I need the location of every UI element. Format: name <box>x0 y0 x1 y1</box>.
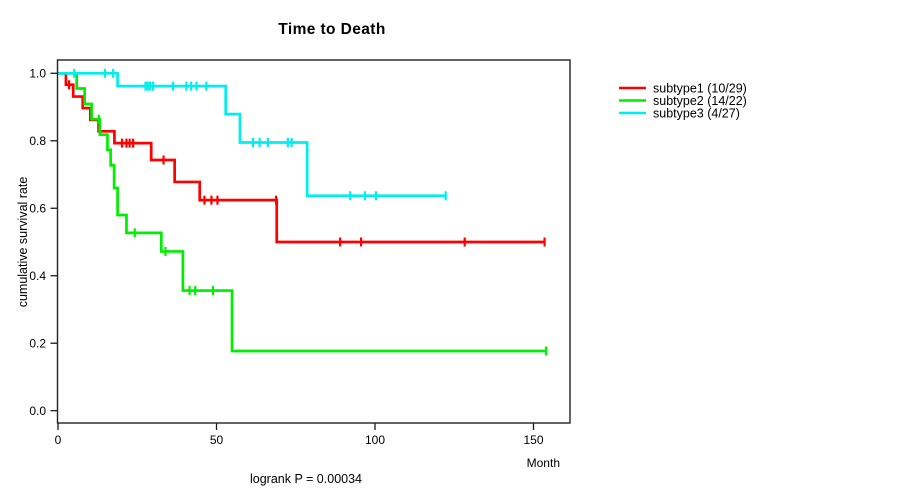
survival-curve-subtype3 <box>58 71 446 198</box>
x-tick-label: 150 <box>523 433 543 447</box>
y-tick-label: 0.0 <box>29 404 46 418</box>
legend-label-subtype2: subtype2 (14/22) <box>653 94 747 108</box>
axes-layer: 0.0 0.2 0.4 0.6 0.8 1.0 0 50 100 150 <box>29 67 544 448</box>
y-tick-label: 0.4 <box>29 269 46 283</box>
y-tick-label: 0.2 <box>29 336 46 350</box>
legend: subtype1 (10/29)subtype2 (14/22)subtype3… <box>619 81 747 120</box>
survival-curve-subtype1 <box>58 71 545 244</box>
y-tick-label: 1.0 <box>29 67 46 81</box>
x-tick-label: 0 <box>55 433 62 447</box>
legend-label-subtype3: subtype3 (4/27) <box>653 106 740 120</box>
x-tick-label: 100 <box>365 433 385 447</box>
chart-title: Time to Death <box>278 21 385 38</box>
logrank-annotation: logrank P = 0.00034 <box>250 472 362 486</box>
x-axis-unit-label: Month <box>527 456 560 470</box>
plot-border-box <box>56 59 571 424</box>
legend-label-subtype1: subtype1 (10/29) <box>653 81 747 95</box>
survival-curve-subtype2 <box>58 71 547 353</box>
y-tick-label: 0.8 <box>29 134 46 148</box>
survival-curves-layer <box>58 68 548 356</box>
y-axis-label: cumulative survival rate <box>16 177 30 308</box>
x-tick-label: 50 <box>210 433 224 447</box>
y-tick-label: 0.6 <box>29 201 46 215</box>
